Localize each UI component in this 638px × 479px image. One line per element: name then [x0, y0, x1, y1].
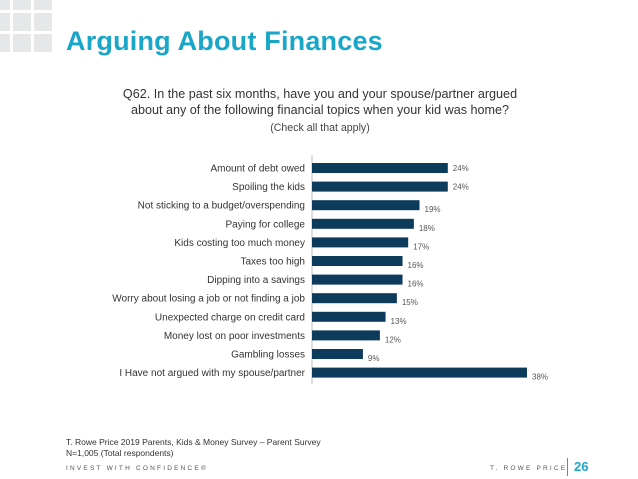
data-label: 38%	[532, 373, 548, 382]
bar	[312, 200, 420, 211]
data-label: 16%	[408, 261, 424, 270]
bar	[312, 330, 380, 341]
category-label: Money lost on poor investments	[164, 331, 305, 342]
data-label: 24%	[453, 164, 469, 173]
bar	[312, 163, 448, 173]
bar	[312, 367, 527, 378]
data-label: 12%	[385, 335, 401, 344]
bar	[312, 349, 363, 359]
category-label: Gambling losses	[231, 350, 305, 361]
category-label: Unexpected charge on credit card	[155, 312, 305, 323]
source-note: T. Rowe Price 2019 Parents, Kids & Money…	[66, 437, 321, 447]
data-label: 18%	[419, 224, 435, 233]
category-label: Amount of debt owed	[210, 164, 305, 175]
brand-name: T. ROWE PRICE	[490, 465, 568, 472]
bar	[312, 311, 386, 322]
data-label: 17%	[413, 242, 429, 251]
data-label: 13%	[391, 317, 407, 326]
data-label: 24%	[453, 183, 469, 192]
category-label: Not sticking to a budget/overspending	[138, 201, 305, 212]
data-label: 16%	[408, 280, 424, 289]
question-line-1: Q62. In the past six months, have you an…	[122, 87, 518, 101]
data-label: 9%	[368, 354, 380, 363]
page-title: Arguing About Finances	[66, 26, 383, 56]
bar	[312, 293, 397, 304]
data-label: 19%	[425, 205, 441, 214]
bar-chart: Amount of debt owed 24% Spoiling the kids 2…	[112, 155, 548, 385]
bar	[312, 218, 414, 229]
sample-note: N=1,005 (Total respondents)	[66, 448, 174, 458]
bar	[312, 181, 448, 192]
category-label: I Have not argued with my spouse/partner	[119, 368, 305, 379]
footer-divider	[567, 458, 568, 476]
category-label: Worry about losing a job or not finding …	[112, 294, 305, 305]
category-label: Spoiling the kids	[232, 182, 305, 193]
bar	[312, 237, 409, 248]
decorative-square-grid	[0, 0, 52, 52]
bar	[312, 274, 403, 285]
bar	[312, 256, 403, 266]
data-label: 15%	[402, 298, 418, 307]
question-line-2: about any of the following financial top…	[130, 103, 510, 117]
category-label: Dipping into a savings	[207, 275, 305, 286]
tagline: INVEST WITH CONFIDENCE®	[66, 465, 208, 472]
page-number: 26	[574, 459, 589, 474]
category-label: Kids costing too much money	[174, 238, 305, 249]
category-label: Taxes too high	[241, 257, 306, 268]
question-note: (Check all that apply)	[270, 122, 370, 134]
category-label: Paying for college	[226, 219, 306, 230]
